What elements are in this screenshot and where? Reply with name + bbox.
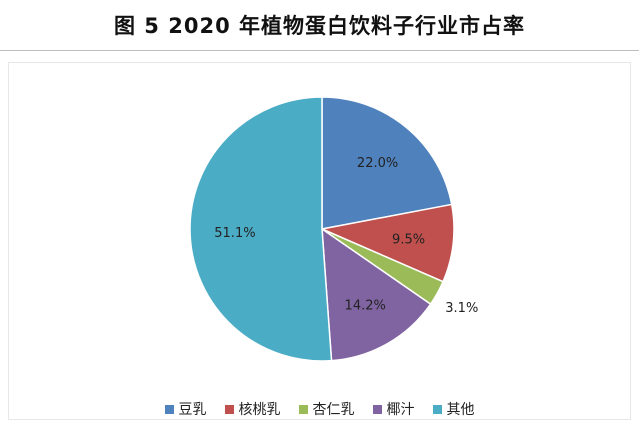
page-title: 图 5 2020 年植物蛋白饮料子行业市占率 xyxy=(114,14,525,38)
pie-slice-3 xyxy=(321,227,432,362)
pie-slice-4 xyxy=(189,96,333,362)
title-divider xyxy=(0,50,639,51)
legend-item-1: 核桃乳 xyxy=(224,399,281,419)
title-bar: 图 5 2020 年植物蛋白饮料子行业市占率 xyxy=(0,0,639,50)
legend-label-4: 其他 xyxy=(446,402,475,418)
legend-swatch-3 xyxy=(372,404,382,414)
legend-label-0: 豆乳 xyxy=(178,402,207,418)
legend-item-3: 椰汁 xyxy=(372,399,415,419)
legend-swatch-4 xyxy=(432,404,442,414)
slice-label-3: 14.2% xyxy=(345,299,386,314)
legend-item-4: 其他 xyxy=(432,399,475,419)
legend-swatch-2 xyxy=(298,404,308,414)
pie-slice-0 xyxy=(321,96,453,230)
legend-item-2: 杏仁乳 xyxy=(298,399,355,419)
slice-label-0: 22.0% xyxy=(357,156,398,171)
slice-label-4: 51.1% xyxy=(214,226,255,241)
chart-legend: 豆乳 核桃乳 杏仁乳 椰汁 其他 xyxy=(0,397,639,421)
legend-label-3: 椰汁 xyxy=(386,402,415,418)
legend-swatch-1 xyxy=(224,404,234,414)
pie-slice-1 xyxy=(319,203,455,283)
legend-label-2: 杏仁乳 xyxy=(312,402,355,418)
legend-swatch-0 xyxy=(164,404,174,414)
slice-label-1: 9.5% xyxy=(392,233,425,248)
legend-item-0: 豆乳 xyxy=(164,399,207,419)
legend-label-1: 核桃乳 xyxy=(238,402,281,418)
slice-label-2: 3.1% xyxy=(445,301,478,316)
